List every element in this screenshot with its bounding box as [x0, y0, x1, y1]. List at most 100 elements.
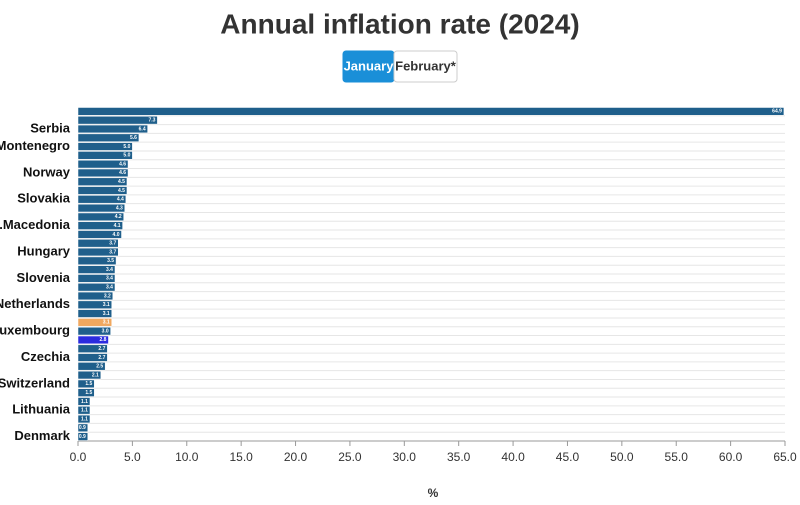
bar: [77, 239, 119, 248]
y-tick-label: Hungary: [17, 243, 71, 258]
bar: [77, 116, 158, 125]
bar: [77, 291, 114, 301]
value-label: 3.1: [103, 302, 110, 308]
bar: [77, 151, 133, 160]
value-label: 3.5: [107, 258, 114, 264]
bar: [77, 283, 116, 292]
value-label: 3.1: [103, 311, 110, 317]
bar: [77, 142, 133, 151]
tab-button-label[interactable]: February*: [395, 58, 457, 73]
value-label: 1.1: [81, 416, 88, 422]
x-tick-label: 5.0: [124, 450, 141, 464]
value-label: 2.1: [92, 372, 99, 378]
y-tick-label: Slovenia: [17, 270, 71, 285]
x-axis-label: %: [428, 486, 439, 500]
bar: [77, 256, 117, 265]
x-tick-label: 60.0: [719, 450, 743, 464]
bar: [77, 432, 89, 441]
value-label: 5.6: [130, 135, 137, 141]
bar: [77, 107, 785, 116]
x-tick-label: 50.0: [610, 450, 634, 464]
value-label: 4.4: [117, 197, 124, 203]
bar: [77, 326, 111, 336]
value-label: 4.6: [119, 161, 126, 167]
value-label: 3.4: [106, 285, 113, 291]
y-tick-label: Serbia: [30, 120, 71, 135]
bar: [77, 300, 112, 309]
value-label: 4.5: [118, 188, 125, 194]
value-label: 5.0: [123, 144, 130, 150]
bar: [77, 414, 91, 424]
y-tick-label: Denmark: [14, 428, 70, 443]
y-tick-label: Netherlands: [0, 296, 70, 311]
bar: [77, 423, 89, 432]
value-label: 7.3: [148, 118, 155, 124]
y-tick-label: Switzerland: [0, 375, 70, 390]
y-tick-label: Slovakia: [17, 191, 71, 206]
value-label: 1.1: [81, 399, 88, 405]
value-label: 1.5: [85, 381, 92, 387]
bar: [77, 309, 112, 318]
bar: [77, 168, 129, 178]
value-label: 2.5: [96, 364, 103, 370]
value-label: 0.9: [79, 425, 86, 431]
bar: [77, 388, 95, 397]
x-tick-label: 15.0: [229, 450, 253, 464]
y-tick-label: Montenegro: [0, 138, 70, 153]
y-tick-label: Norway: [23, 164, 71, 179]
value-label: 6.4: [139, 126, 146, 132]
value-label: 64.9: [772, 109, 782, 115]
x-tick-label: 30.0: [393, 450, 417, 464]
x-tick-label: 10.0: [175, 450, 199, 464]
tab-button-label[interactable]: January: [344, 58, 395, 73]
bar: [77, 221, 123, 230]
bar: [77, 274, 116, 283]
y-tick-label: Luxembourg: [0, 323, 70, 338]
value-label: 3.7: [109, 241, 116, 247]
bar: [77, 177, 128, 186]
bar: [77, 230, 122, 239]
chart-title: Annual inflation rate (2024): [220, 8, 579, 39]
value-label: 4.6: [119, 170, 126, 176]
value-label: 2.7: [98, 346, 105, 352]
x-tick-label: 20.0: [284, 450, 308, 464]
bar: [77, 203, 126, 213]
value-label: 2.8: [100, 337, 107, 343]
value-label: 5.0: [123, 153, 130, 159]
x-tick-label: 65.0: [773, 450, 797, 464]
x-tick-label: 0.0: [70, 450, 87, 464]
y-tick-label: N.Macedonia: [0, 217, 71, 232]
value-label: 4.3: [116, 205, 123, 211]
bar: [77, 318, 112, 327]
bar: [77, 397, 91, 406]
x-tick-label: 45.0: [556, 450, 580, 464]
value-label: 3.4: [106, 276, 113, 282]
y-tick-label: Lithuania: [12, 402, 71, 417]
bar: [77, 335, 109, 345]
bar: [77, 186, 128, 195]
value-label: 4.5: [118, 179, 125, 185]
value-label: 3.2: [104, 293, 111, 299]
bar: [77, 370, 102, 380]
value-label: 0.9: [79, 434, 86, 440]
bar: [77, 362, 106, 371]
value-label: 3.0: [102, 328, 109, 334]
bar: [77, 133, 140, 142]
value-label: 3.4: [106, 267, 113, 273]
value-label: 1.5: [85, 390, 92, 396]
x-tick-label: 55.0: [665, 450, 689, 464]
value-label: 4.0: [113, 232, 120, 238]
value-label: 2.7: [98, 355, 105, 361]
tab-button[interactable]: [393, 50, 458, 83]
bar: [77, 265, 116, 274]
bar: [77, 379, 95, 389]
x-tick-label: 25.0: [338, 450, 362, 464]
bar: [77, 159, 129, 169]
bar: [77, 353, 108, 362]
value-label: 4.2: [115, 214, 122, 220]
bar: [77, 124, 148, 134]
x-tick-label: 35.0: [447, 450, 471, 464]
bar: [77, 344, 108, 353]
bar: [77, 247, 119, 257]
